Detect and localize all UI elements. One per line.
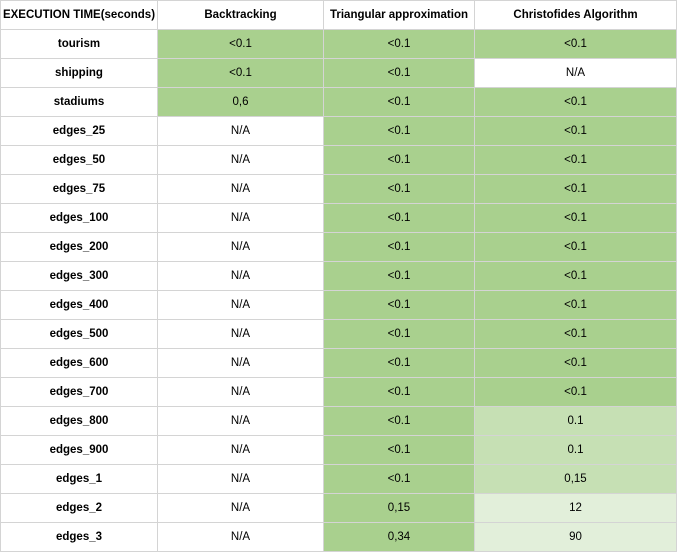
cell-backtracking: N/A bbox=[157, 348, 324, 378]
cell-triangular: <0.1 bbox=[323, 319, 475, 349]
cell-triangular: <0.1 bbox=[323, 203, 475, 233]
cell-christofides: <0.1 bbox=[474, 116, 677, 146]
table-row: edges_1 N/A <0.1 0,15 bbox=[0, 464, 677, 494]
cell-christofides: <0.1 bbox=[474, 232, 677, 262]
cell-christofides: <0.1 bbox=[474, 145, 677, 175]
cell-christofides: N/A bbox=[474, 58, 677, 88]
cell-christofides: 0,15 bbox=[474, 464, 677, 494]
cell-backtracking: N/A bbox=[157, 319, 324, 349]
cell-backtracking: N/A bbox=[157, 464, 324, 494]
table-row: edges_200 N/A <0.1 <0.1 bbox=[0, 232, 677, 262]
cell-triangular: <0.1 bbox=[323, 232, 475, 262]
table-row: edges_3 N/A 0,34 90 bbox=[0, 522, 677, 552]
cell-backtracking: N/A bbox=[157, 232, 324, 262]
table-row: shipping <0.1 <0.1 N/A bbox=[0, 58, 677, 88]
cell-triangular: 0,15 bbox=[323, 493, 475, 523]
cell-christofides: 12 bbox=[474, 493, 677, 523]
cell-triangular: <0.1 bbox=[323, 348, 475, 378]
cell-backtracking: N/A bbox=[157, 406, 324, 436]
row-label: edges_25 bbox=[0, 116, 158, 146]
row-label: edges_200 bbox=[0, 232, 158, 262]
cell-triangular: <0.1 bbox=[323, 58, 475, 88]
cell-triangular: <0.1 bbox=[323, 377, 475, 407]
row-label: edges_100 bbox=[0, 203, 158, 233]
cell-backtracking: N/A bbox=[157, 145, 324, 175]
cell-backtracking: N/A bbox=[157, 493, 324, 523]
cell-backtracking: N/A bbox=[157, 174, 324, 204]
cell-christofides: <0.1 bbox=[474, 29, 677, 59]
table-row: edges_600 N/A <0.1 <0.1 bbox=[0, 348, 677, 378]
row-label: tourism bbox=[0, 29, 158, 59]
cell-christofides: <0.1 bbox=[474, 87, 677, 117]
cell-triangular: <0.1 bbox=[323, 435, 475, 465]
row-label: edges_600 bbox=[0, 348, 158, 378]
row-label: edges_3 bbox=[0, 522, 158, 552]
row-label: edges_75 bbox=[0, 174, 158, 204]
cell-christofides: <0.1 bbox=[474, 319, 677, 349]
cell-christofides: <0.1 bbox=[474, 261, 677, 291]
cell-christofides: 0.1 bbox=[474, 435, 677, 465]
cell-triangular: <0.1 bbox=[323, 464, 475, 494]
row-label: shipping bbox=[0, 58, 158, 88]
table-row: edges_100 N/A <0.1 <0.1 bbox=[0, 203, 677, 233]
row-label: edges_800 bbox=[0, 406, 158, 436]
cell-triangular: 0,34 bbox=[323, 522, 475, 552]
row-label: edges_1 bbox=[0, 464, 158, 494]
cell-triangular: <0.1 bbox=[323, 116, 475, 146]
header-execution-time: EXECUTION TIME(seconds) bbox=[0, 0, 158, 30]
cell-backtracking: N/A bbox=[157, 435, 324, 465]
cell-backtracking: <0.1 bbox=[157, 58, 324, 88]
cell-backtracking: N/A bbox=[157, 116, 324, 146]
cell-christofides: <0.1 bbox=[474, 377, 677, 407]
row-label: edges_500 bbox=[0, 319, 158, 349]
cell-backtracking: <0.1 bbox=[157, 29, 324, 59]
cell-christofides: 0.1 bbox=[474, 406, 677, 436]
row-label: stadiums bbox=[0, 87, 158, 117]
table-row: edges_400 N/A <0.1 <0.1 bbox=[0, 290, 677, 320]
cell-triangular: <0.1 bbox=[323, 87, 475, 117]
header-triangular-approximation: Triangular approximation bbox=[323, 0, 475, 30]
cell-christofides: <0.1 bbox=[474, 174, 677, 204]
table-row: edges_25 N/A <0.1 <0.1 bbox=[0, 116, 677, 146]
table-row: edges_300 N/A <0.1 <0.1 bbox=[0, 261, 677, 291]
cell-backtracking: N/A bbox=[157, 203, 324, 233]
table-row: stadiums 0,6 <0.1 <0.1 bbox=[0, 87, 677, 117]
cell-triangular: <0.1 bbox=[323, 174, 475, 204]
row-label: edges_900 bbox=[0, 435, 158, 465]
header-christofides-algorithm: Christofides Algorithm bbox=[474, 0, 677, 30]
table-row: edges_800 N/A <0.1 0.1 bbox=[0, 406, 677, 436]
table-row: edges_50 N/A <0.1 <0.1 bbox=[0, 145, 677, 175]
row-label: edges_400 bbox=[0, 290, 158, 320]
cell-backtracking: N/A bbox=[157, 261, 324, 291]
cell-triangular: <0.1 bbox=[323, 29, 475, 59]
cell-christofides: <0.1 bbox=[474, 348, 677, 378]
cell-christofides: <0.1 bbox=[474, 203, 677, 233]
cell-backtracking: N/A bbox=[157, 377, 324, 407]
cell-backtracking: N/A bbox=[157, 290, 324, 320]
row-label: edges_50 bbox=[0, 145, 158, 175]
cell-triangular: <0.1 bbox=[323, 145, 475, 175]
cell-triangular: <0.1 bbox=[323, 290, 475, 320]
header-row: EXECUTION TIME(seconds) Backtracking Tri… bbox=[0, 0, 677, 30]
cell-backtracking: N/A bbox=[157, 522, 324, 552]
cell-christofides: 90 bbox=[474, 522, 677, 552]
table-body: tourism <0.1 <0.1 <0.1 shipping <0.1 <0.1 N/A st… bbox=[0, 29, 677, 552]
cell-christofides: <0.1 bbox=[474, 290, 677, 320]
row-label: edges_300 bbox=[0, 261, 158, 291]
table-row: tourism <0.1 <0.1 <0.1 bbox=[0, 29, 677, 59]
cell-backtracking: 0,6 bbox=[157, 87, 324, 117]
table-row: edges_75 N/A <0.1 <0.1 bbox=[0, 174, 677, 204]
row-label: edges_2 bbox=[0, 493, 158, 523]
table-row: edges_700 N/A <0.1 <0.1 bbox=[0, 377, 677, 407]
row-label: edges_700 bbox=[0, 377, 158, 407]
table-row: edges_900 N/A <0.1 0.1 bbox=[0, 435, 677, 465]
table-row: edges_500 N/A <0.1 <0.1 bbox=[0, 319, 677, 349]
cell-triangular: <0.1 bbox=[323, 261, 475, 291]
cell-triangular: <0.1 bbox=[323, 406, 475, 436]
table-row: edges_2 N/A 0,15 12 bbox=[0, 493, 677, 523]
header-backtracking: Backtracking bbox=[157, 0, 324, 30]
